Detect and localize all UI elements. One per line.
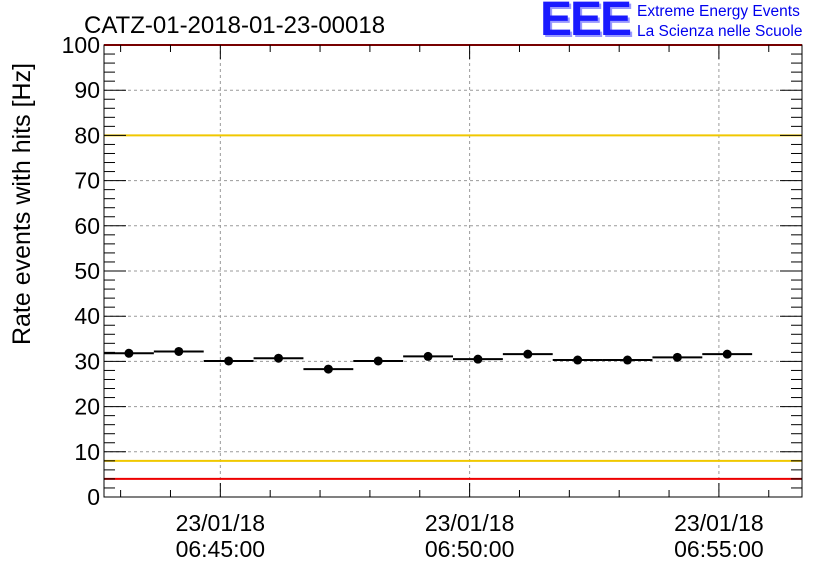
data-point [602,355,653,365]
y-tick-label: 40 [74,303,100,329]
y-tick-label: 80 [74,122,100,148]
y-tick-label: 60 [74,213,100,239]
y-tick-label: 0 [87,484,100,510]
eee-logo-line1: Extreme Energy Events [637,3,800,20]
x-tick-label-date: 23/01/18 [674,510,764,536]
data-point [203,356,254,366]
chart-title: CATZ-01-2018-01-23-00018 [84,12,385,39]
data-point [253,353,304,363]
point-marker [224,356,234,366]
data-point [104,348,154,358]
point-marker [523,349,533,359]
data-point [403,351,453,361]
data-point [453,354,503,364]
tick-labels: 010203040506070809010023/01/1806:45:0023… [62,32,764,562]
y-tick-label: 90 [74,77,100,103]
x-tick-label-date: 23/01/18 [425,510,515,536]
eee-logo-line2: La Scienza nelle Scuole [637,23,803,40]
reference-lines [104,44,802,480]
point-marker [124,348,134,358]
data-point [303,364,354,374]
point-marker [373,356,383,366]
y-tick-label: 30 [74,348,100,374]
y-tick-label: 10 [74,439,100,465]
point-marker [323,364,333,374]
y-tick-label: 20 [74,394,100,420]
data-point [502,349,553,359]
x-tick-label-time: 06:45:00 [176,536,266,562]
y-tick-label: 70 [74,168,100,194]
point-marker [473,354,483,364]
point-marker [623,355,632,365]
point-marker [672,352,682,362]
point-marker [423,351,433,361]
grid [104,45,802,497]
data-points [104,346,753,374]
y-tick-label: 50 [74,258,100,284]
data-point [702,349,753,359]
y-tick-label: 100 [62,32,100,58]
data-point [652,352,703,362]
point-marker [573,355,583,365]
x-tick-label-date: 23/01/18 [176,510,266,536]
point-marker [722,349,732,359]
point-marker [274,353,283,363]
point-marker [174,346,184,356]
data-point [153,346,204,356]
x-tick-label-time: 06:55:00 [674,536,764,562]
y-axis-label: Rate events with hits [Hz] [8,63,36,345]
x-tick-label-time: 06:50:00 [425,536,515,562]
data-point [552,355,603,365]
eee-logo-letters: EEE [540,0,632,46]
data-point [353,356,404,366]
axis-ticks [104,44,802,498]
